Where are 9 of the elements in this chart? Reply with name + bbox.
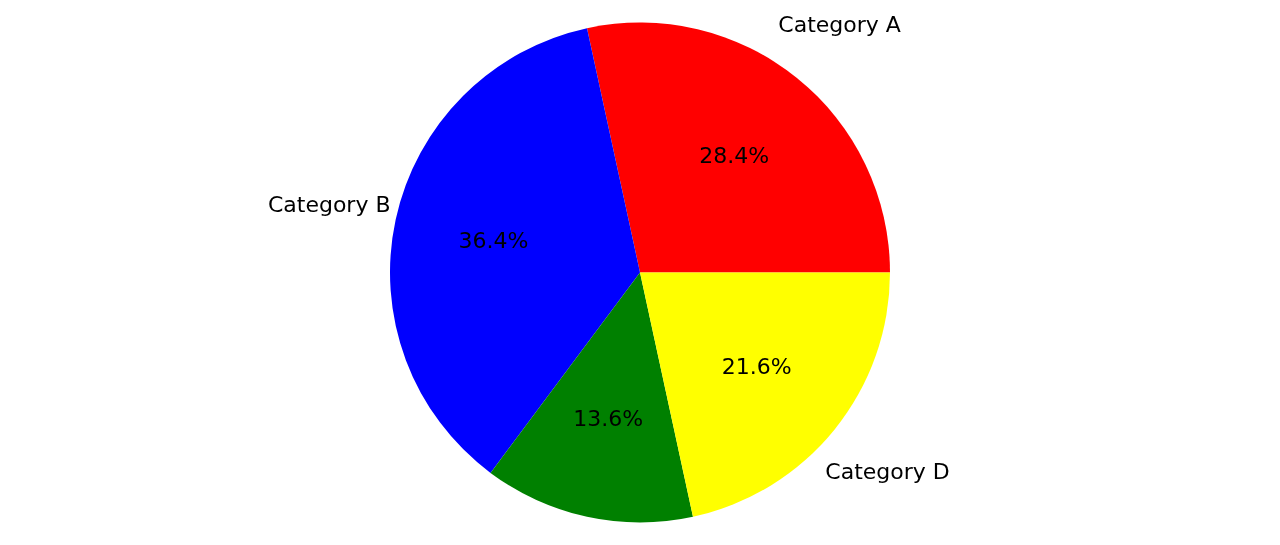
- data-label: 13.6%: [573, 406, 644, 432]
- data-label: 28.4%: [699, 142, 770, 168]
- slice-label: Category D: [825, 459, 950, 485]
- pie-slice: [390, 28, 640, 473]
- data-label: 36.4%: [458, 227, 529, 253]
- pie-slice: [490, 272, 693, 523]
- slice-label: Category A: [778, 11, 901, 37]
- slice-label: Category B: [267, 192, 391, 218]
- data-label: 21.6%: [721, 353, 792, 379]
